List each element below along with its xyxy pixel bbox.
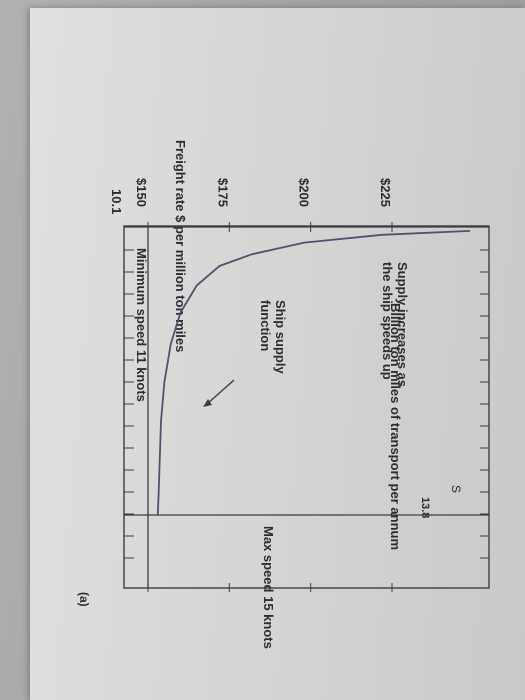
plot-frame <box>123 225 490 589</box>
annotation-ship-speeds-up: the ship speeds up <box>380 262 395 380</box>
x-value-label-max: 13.8 <box>419 497 431 518</box>
x-axis-title: Billion ton miles of transport per annum <box>388 303 403 550</box>
y-tick-label-200: $200 <box>297 178 312 207</box>
arrow-head <box>203 399 212 407</box>
y-tick-label-225: $225 <box>378 178 393 207</box>
arrow-line <box>206 379 235 405</box>
supply-curve <box>156 230 471 516</box>
min-speed-label: Minimum speed 11 knots <box>134 248 149 402</box>
y-axis-title: Freight rate $ per million ton miles <box>173 140 188 352</box>
paper-page <box>30 8 525 700</box>
max-speed-label: Max speed 15 knots <box>261 526 276 649</box>
y-tick-label-175: $175 <box>215 178 230 207</box>
series-label-s: S <box>449 485 463 493</box>
panel-label: (a) <box>77 592 91 607</box>
y-tick-label-150: $150 <box>134 178 149 207</box>
annotation-supply-increases: Supply increases as <box>395 262 410 387</box>
annotation-ship-supply: Ship supply <box>273 300 288 374</box>
annotation-function: function <box>258 300 273 351</box>
x-value-label-min: 10.1 <box>109 189 124 214</box>
